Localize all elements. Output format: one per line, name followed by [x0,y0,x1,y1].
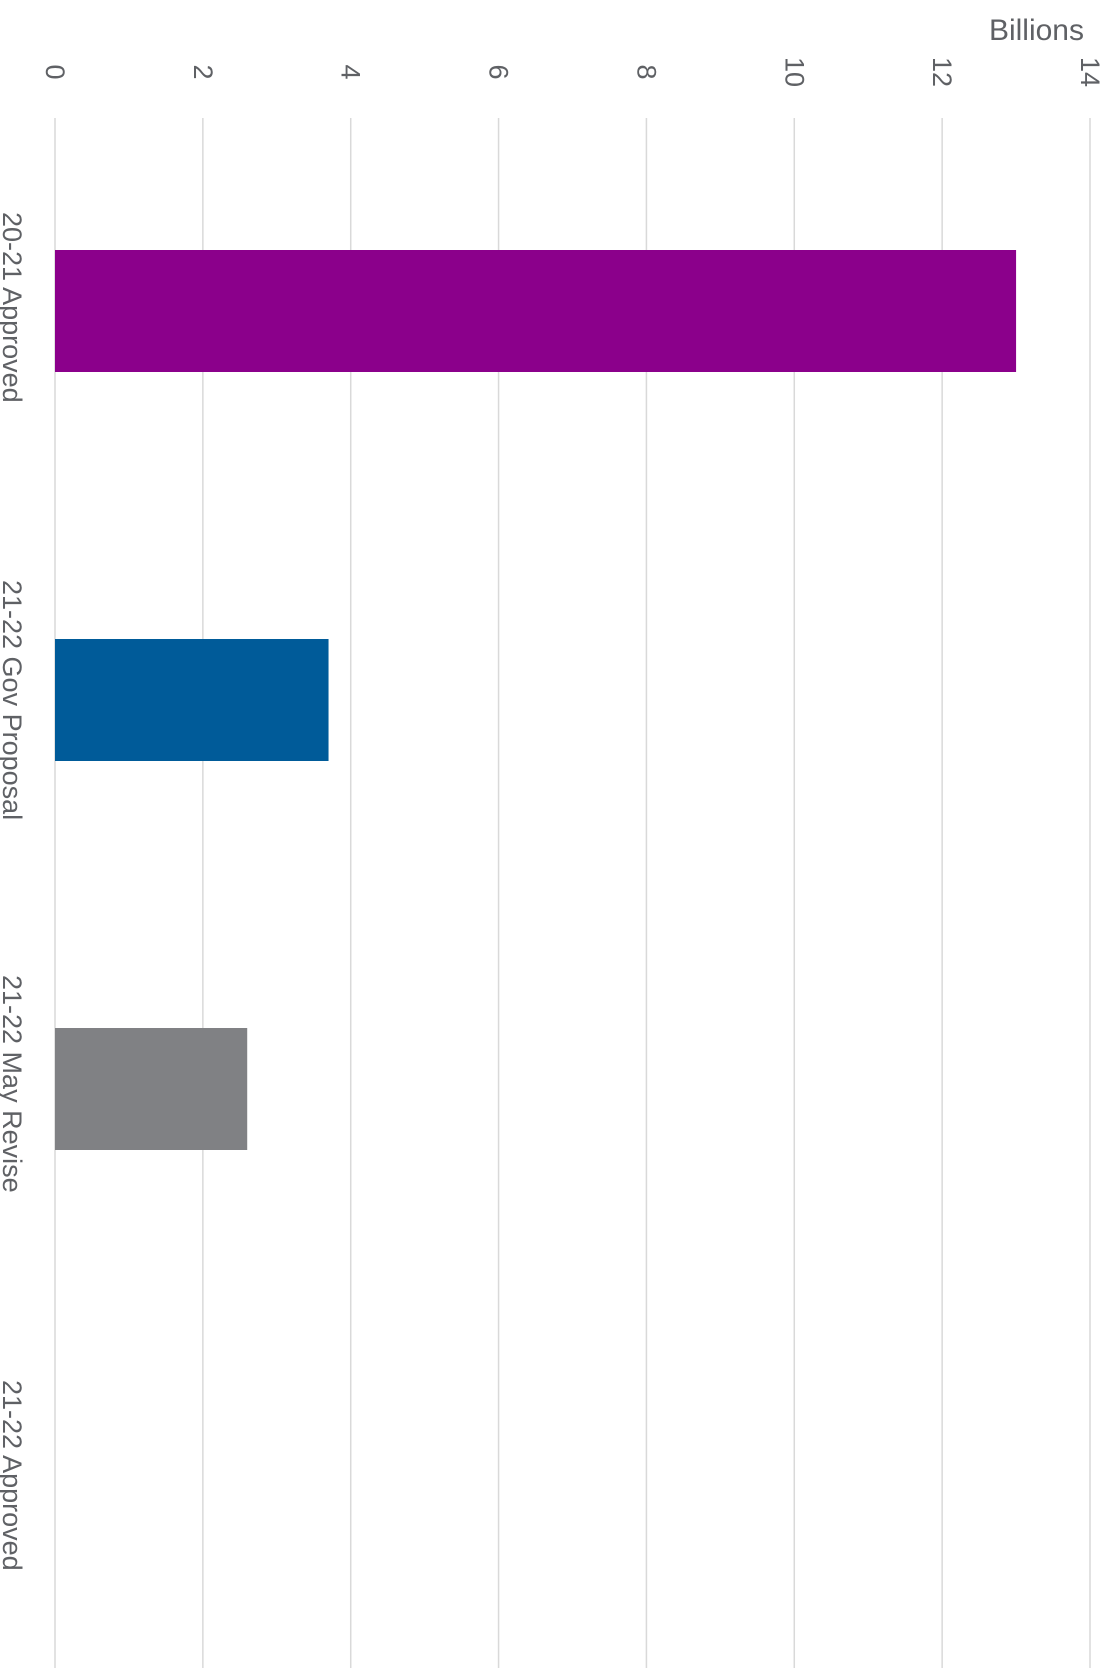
value-unit-label: Billions [989,14,1084,47]
tick-label: 6 [484,64,514,79]
tick-label: 8 [631,64,661,79]
tick-label: 4 [336,64,366,79]
tick-labels: 0 2 4 6 8 10 12 14 [40,57,1105,87]
tick-label: 14 [1075,57,1105,87]
category-label: 20-21 Approved [0,212,27,403]
gridlines [54,118,1091,1668]
category-labels: 20-21 Approved 21-22 Gov Proposal 21-22 Ma… [0,212,27,1571]
tick-label: 2 [188,64,218,79]
category-label: 21-22 Approved [0,1380,27,1571]
tick-label: 12 [927,57,957,87]
tick-label: 0 [40,64,70,79]
bar-21-22-gov-proposal [55,639,329,761]
category-label: 21-22 May Revise [0,975,27,1193]
category-label: 21-22 Gov Proposal [0,580,27,820]
tick-label: 10 [779,57,809,87]
bar-21-22-may-revise [55,1028,248,1150]
bars [55,250,1017,1150]
bar-20-21-approved [55,250,1017,372]
